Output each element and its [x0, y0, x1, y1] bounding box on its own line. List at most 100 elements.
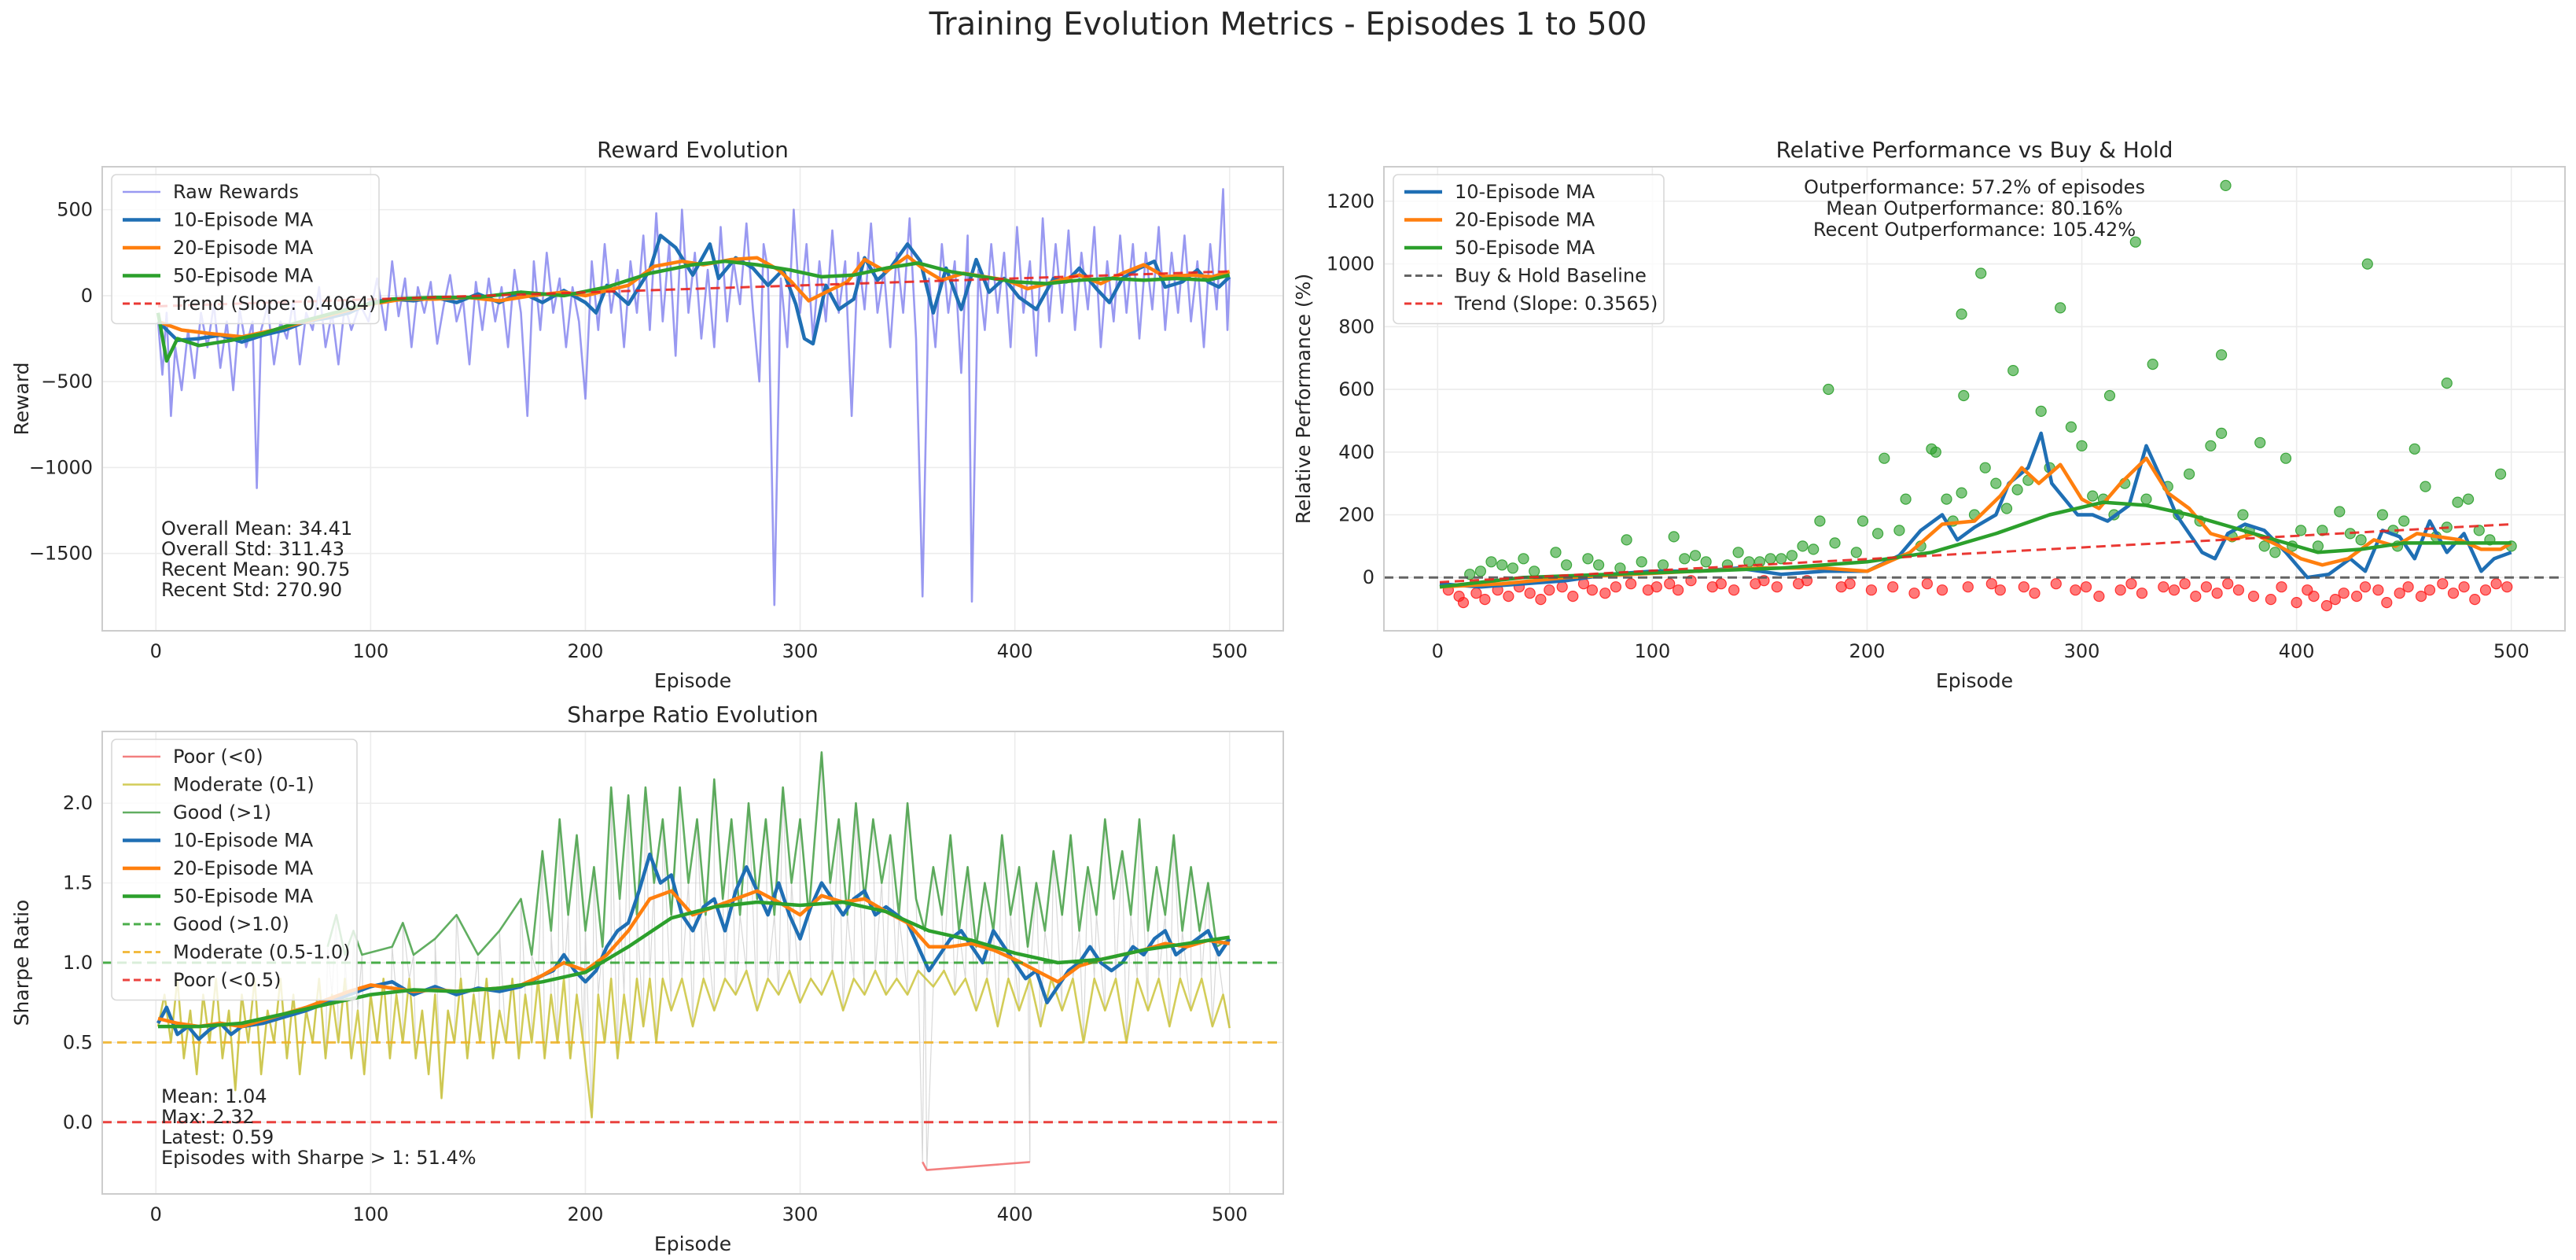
chart-title: Reward Evolution: [597, 137, 789, 163]
scatter-point: [2291, 596, 2302, 609]
stats-annotation-line: Episodes with Sharpe > 1: 51.4%: [161, 1147, 477, 1169]
scatter-point: [2320, 599, 2332, 612]
scatter-point: [1893, 525, 1905, 536]
reward-evolution-chart: 0 100 200 300 400 500 −1500 −1000 −500 0 500 Reward…: [10, 137, 1284, 692]
scatter-point: [1507, 562, 1519, 574]
x-tick-label: 500: [1212, 1203, 1248, 1225]
series-line-good-1: [326, 751, 1231, 956]
scatter-point: [2050, 578, 2062, 590]
scatter-point: [1776, 553, 1787, 565]
relative-performance-chart: 0 100 200 300 400 500 0 200 400 600 800 1000 1200 Rel…: [1292, 137, 2566, 692]
axes-frame: [101, 731, 1284, 1195]
stats-annotation-line: Latest: 0.59: [161, 1126, 274, 1148]
scatter-point: [2258, 540, 2270, 552]
y-axis-label: Reward: [10, 362, 33, 435]
x-tick-label: 400: [997, 640, 1033, 662]
scatter-point: [1936, 584, 1949, 596]
scatter-point: [1956, 487, 1967, 499]
scatter-point: [2254, 437, 2266, 448]
scatter-point: [1941, 493, 1952, 505]
scatter-point: [1985, 578, 1997, 590]
scatter-point: [1823, 383, 1834, 396]
x-tick-label: 400: [997, 1203, 1033, 1225]
legend-label: 10-Episode MA: [173, 830, 314, 852]
series-line-50-episode-ma: [158, 900, 1231, 1029]
scatter-point: [2205, 440, 2217, 451]
scatter-point: [2495, 468, 2507, 480]
info-text-line: Recent Outperformance: 105.42%: [1813, 219, 2136, 241]
scatter-point: [2381, 596, 2393, 609]
y-tick-label: 0.0: [63, 1111, 93, 1133]
scatter-point: [2029, 588, 2041, 599]
scatter-point: [2179, 578, 2191, 590]
legend-label: Poor (<0): [173, 746, 263, 768]
legend-label: 10-Episode MA: [173, 209, 314, 231]
legend-label: 20-Episode MA: [173, 857, 314, 879]
scatter-point: [1994, 584, 2006, 596]
scatter-point: [1529, 566, 1540, 577]
scatter-point: [2376, 509, 2388, 521]
scatter-point: [1765, 553, 1776, 565]
x-axis-label: Episode: [654, 669, 731, 692]
y-tick-label: 1000: [1327, 253, 1374, 275]
x-tick-label: 300: [2064, 640, 2100, 662]
x-tick-label: 200: [1849, 640, 1886, 662]
x-tick-label: 400: [2279, 640, 2315, 662]
x-axis-label: Episode: [1936, 669, 2013, 692]
legend-label: 50-Episode MA: [173, 886, 314, 908]
scatter-point: [1650, 581, 1662, 593]
scatter-point: [2232, 584, 2244, 596]
legend-label: 20-Episode MA: [1455, 209, 1595, 231]
legend-label: 20-Episode MA: [173, 237, 314, 259]
chart-title: Relative Performance vs Buy & Hold: [1776, 137, 2173, 163]
legend-label: Good (>1): [173, 801, 271, 823]
scatter-point: [1771, 581, 1783, 593]
scatter-point: [2469, 593, 2481, 606]
y-tick-label: 1200: [1327, 190, 1374, 212]
scatter-point: [2441, 378, 2453, 389]
scatter-point: [2423, 584, 2436, 596]
scatter-point: [1636, 556, 1647, 568]
scatter-point: [2237, 509, 2249, 521]
y-tick-label: 400: [1338, 441, 1374, 463]
scatter-point: [2269, 547, 2281, 558]
legend: Raw Rewards 10-Episode MA 20-Episode MA 50-…: [111, 174, 380, 325]
scatter-point: [1930, 446, 1941, 458]
scatter-point: [2216, 349, 2228, 361]
scatter-point: [2055, 302, 2066, 314]
legend-label: Trend (Slope: 0.4064): [172, 293, 376, 315]
series-line-raw-rewards: [156, 188, 1231, 606]
scatter-point: [1657, 559, 1669, 571]
scatter-point: [1908, 588, 1920, 599]
scatter-point: [1962, 581, 1974, 593]
scatter-point: [2093, 590, 2105, 602]
scatter-point: [2011, 484, 2023, 496]
scatter-point: [1797, 540, 1809, 552]
x-tick-label: 500: [2493, 640, 2530, 662]
scatter-point: [1679, 553, 1691, 565]
scatter-point: [2479, 584, 2492, 596]
legend-label: Poor (<0.5): [173, 969, 281, 991]
scatter-point: [1457, 596, 1470, 609]
sharpe-ratio-chart: 0 100 200 300 400 500 0.0 0.5 1.0 1.5 2.0 Sharpe Ra…: [10, 702, 1284, 1255]
info-text-line: Outperformance: 57.2% of episodes: [1804, 176, 2145, 198]
scatter-point: [1808, 543, 1820, 555]
scatter-point: [2415, 590, 2427, 602]
scatter-point: [1979, 462, 1991, 473]
scatter-point: [2076, 440, 2088, 451]
scatter-point: [1664, 578, 1676, 590]
scatter-point: [2308, 590, 2320, 602]
scatter-point: [1887, 581, 1899, 593]
y-tick-label: 800: [1338, 315, 1374, 337]
scatter-point: [1668, 531, 1680, 543]
scatter-point: [2129, 236, 2141, 248]
scatter-point: [1850, 547, 1862, 558]
scatter-point: [1524, 588, 1536, 599]
scatter-point: [2000, 503, 2013, 514]
scatter-point: [2295, 525, 2307, 536]
scatter-point: [1518, 553, 1529, 565]
scatter-point: [2463, 493, 2475, 505]
x-tick-label: 0: [1432, 640, 1444, 662]
scatter-point: [1829, 537, 1841, 549]
